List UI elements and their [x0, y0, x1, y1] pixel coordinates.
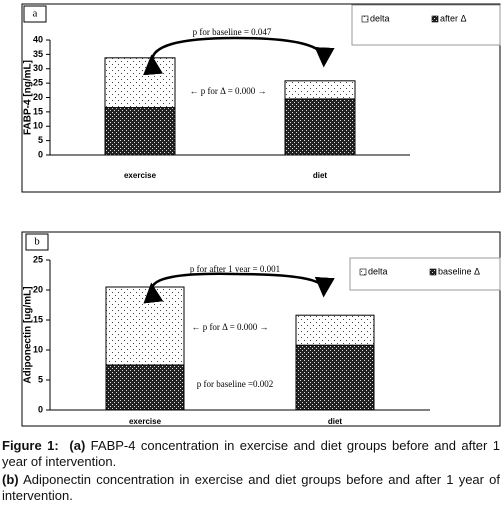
legend-box — [351, 4, 501, 46]
x-tick-label: exercise — [124, 171, 157, 180]
bar-segment — [105, 364, 185, 411]
caption-tag: (b) — [2, 472, 19, 487]
arrow — [143, 272, 335, 304]
y-tick-label: 40 — [33, 34, 43, 44]
caption-a: Figure 1: (a) FABP-4 concentration in ex… — [2, 438, 500, 470]
bar-segment — [295, 344, 375, 411]
y-tick-label: 10 — [33, 344, 43, 354]
y-tick-label: 20 — [33, 92, 43, 102]
panel-frame — [21, 231, 501, 427]
legend-swatch — [359, 268, 367, 276]
panel-frame — [21, 3, 501, 193]
legend-label: delta — [370, 13, 390, 23]
y-axis-label: FABP-4 [ng/mL] — [23, 60, 34, 135]
y-axis-label: Adiponectin [ug/mL] — [23, 286, 34, 383]
legend-label: delta — [368, 266, 388, 276]
y-tick-label: 20 — [33, 284, 43, 294]
bar-segment — [284, 80, 356, 100]
caption-text: Adiponectin concentration in exercise an… — [2, 472, 500, 503]
annotation: p for baseline =0.002 — [197, 379, 274, 389]
legend-box — [349, 257, 501, 291]
y-tick-label: 5 — [38, 374, 43, 384]
panel-label: a — [33, 8, 38, 20]
legend-swatch — [429, 268, 437, 276]
annotation: p for baseline = 0.047 — [193, 27, 272, 37]
x-tick-label: diet — [328, 417, 343, 426]
caption-tag: (a) — [69, 438, 86, 453]
annotation: ← p for Δ = 0.000 → — [191, 322, 268, 332]
bar-segment — [104, 107, 176, 156]
figure: a 0 5 10 15 20 25 30 35 40 FABP-4 [ng/mL] exercise d… — [21, 3, 501, 427]
annotation: p for after 1 year = 0.001 — [190, 264, 280, 274]
caption-text: FABP-4 concentration in exercise and die… — [2, 438, 500, 469]
y-tick-label: 25 — [33, 254, 43, 264]
bar-segment — [104, 57, 176, 109]
panel-label-box — [23, 5, 47, 23]
legend-label: baseline Δ — [438, 266, 480, 276]
legend-label: after Δ — [440, 13, 467, 23]
x-tick-label: exercise — [129, 417, 162, 426]
caption: Figure 1: (a) FABP-4 concentration in ex… — [2, 438, 500, 506]
bar-segment — [295, 314, 375, 346]
y-tick-label: 15 — [33, 106, 43, 116]
bar-segment — [284, 98, 356, 156]
y-tick-label: 10 — [33, 121, 43, 131]
y-tick-label: 35 — [33, 49, 43, 59]
y-tick-label: 30 — [33, 63, 43, 73]
caption-label: Figure 1: — [2, 438, 59, 453]
y-tick-label: 5 — [38, 135, 43, 145]
panel-label-box — [25, 233, 49, 251]
y-tick-label: 25 — [33, 78, 43, 88]
annotation: ← p for Δ = 0.000 → — [189, 86, 266, 96]
panel-label: b — [34, 236, 40, 248]
legend-swatch — [361, 15, 369, 23]
y-tick-label: 15 — [33, 314, 43, 324]
caption-b: (b) Adiponectin concentration in exercis… — [2, 472, 500, 504]
bar-segment — [105, 286, 185, 366]
arrow — [143, 36, 335, 76]
y-tick-label: 0 — [38, 149, 43, 159]
legend-swatch — [431, 15, 439, 23]
y-tick-label: 0 — [38, 404, 43, 414]
x-tick-label: diet — [313, 171, 328, 180]
